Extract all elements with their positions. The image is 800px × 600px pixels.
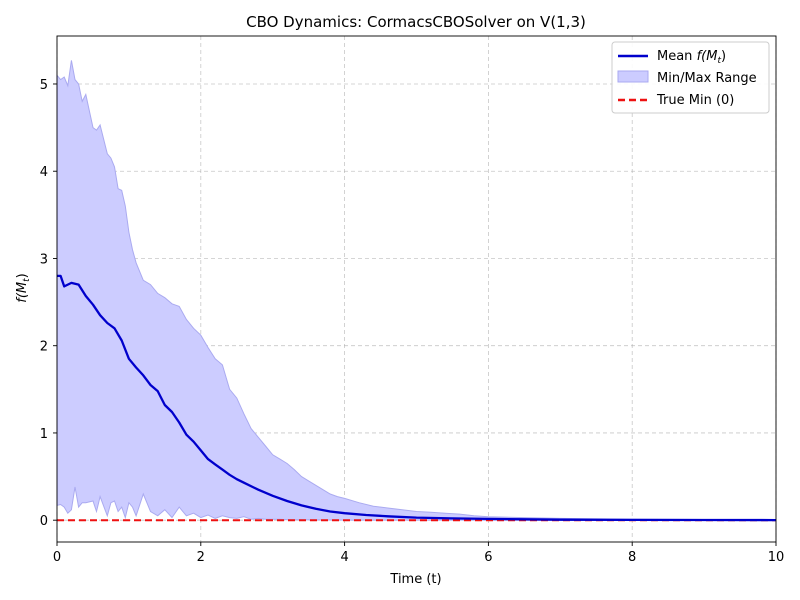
legend-label-range: Min/Max Range bbox=[657, 71, 757, 86]
y-tick-label: 0 bbox=[40, 514, 48, 529]
legend: Mean f(Mt) Min/Max Range True Min (0) bbox=[611, 41, 770, 114]
y-tick-label: 1 bbox=[40, 427, 48, 442]
x-tick-label: 4 bbox=[340, 550, 348, 565]
y-axis-title-base: f(M bbox=[15, 282, 30, 303]
y-tick-label: 4 bbox=[40, 165, 48, 180]
legend-label-mean: Mean f(Mt) bbox=[657, 49, 726, 66]
legend-label-mean-prefix: Mean bbox=[657, 49, 697, 64]
y-axis-title-sub: t bbox=[22, 278, 32, 282]
legend-swatch-range bbox=[617, 70, 649, 83]
y-tick-label: 5 bbox=[40, 78, 48, 93]
legend-label-mean-sub: t bbox=[717, 56, 721, 66]
y-axis-title: f(Mt) bbox=[15, 273, 32, 302]
y-axis-ticks: 0 1 2 3 4 5 bbox=[40, 78, 57, 529]
x-tick-label: 0 bbox=[53, 550, 61, 565]
series-lines bbox=[57, 274, 777, 522]
x-axis-title: Time (t) bbox=[389, 572, 441, 587]
y-axis-title-close: ) bbox=[15, 273, 30, 278]
mean-line bbox=[57, 274, 777, 522]
x-tick-label: 8 bbox=[628, 550, 636, 565]
x-axis-ticks: 0 2 4 6 8 10 bbox=[53, 542, 784, 565]
legend-label-true-min: True Min (0) bbox=[656, 93, 734, 108]
x-tick-label: 6 bbox=[484, 550, 492, 565]
x-tick-label: 10 bbox=[768, 550, 785, 565]
y-tick-label: 2 bbox=[40, 340, 48, 355]
legend-label-mean-math: f(M bbox=[697, 49, 718, 64]
chart-title: CBO Dynamics: CormacsCBOSolver on V(1,3) bbox=[246, 13, 586, 31]
legend-label-mean-close: ) bbox=[721, 49, 726, 64]
plot-frame bbox=[56, 35, 777, 543]
legend-box bbox=[611, 41, 770, 114]
x-tick-label: 2 bbox=[197, 550, 205, 565]
y-tick-label: 3 bbox=[40, 252, 48, 267]
